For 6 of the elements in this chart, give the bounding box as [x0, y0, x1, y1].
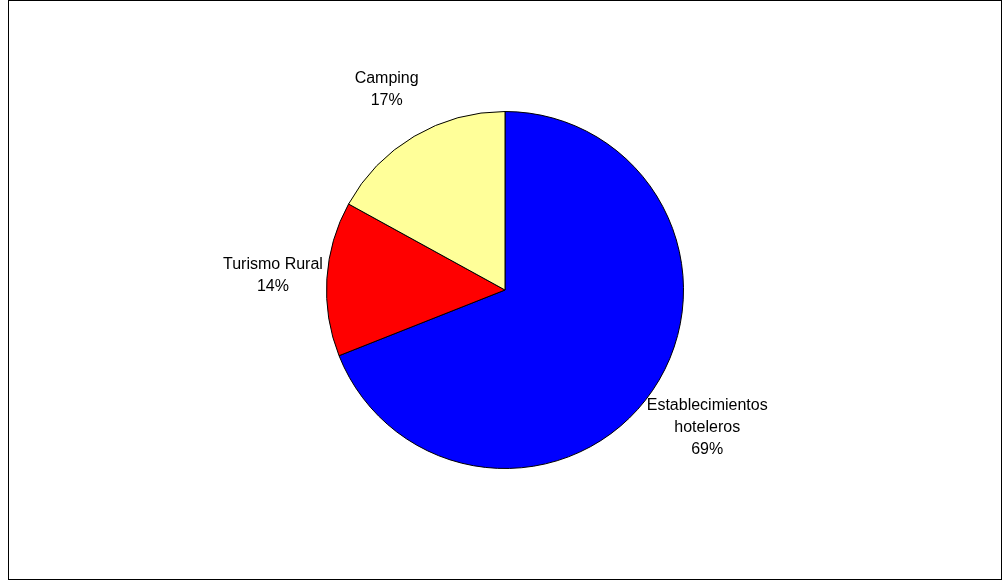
slice-label: Camping	[354, 69, 419, 87]
slice-label: Turismo Rural	[223, 254, 323, 272]
data-label: 17%	[370, 91, 403, 109]
data-label: 14%	[256, 276, 289, 294]
slice-label: Establecimientos hoteleros	[646, 395, 768, 435]
data-label: 69%	[691, 439, 724, 457]
